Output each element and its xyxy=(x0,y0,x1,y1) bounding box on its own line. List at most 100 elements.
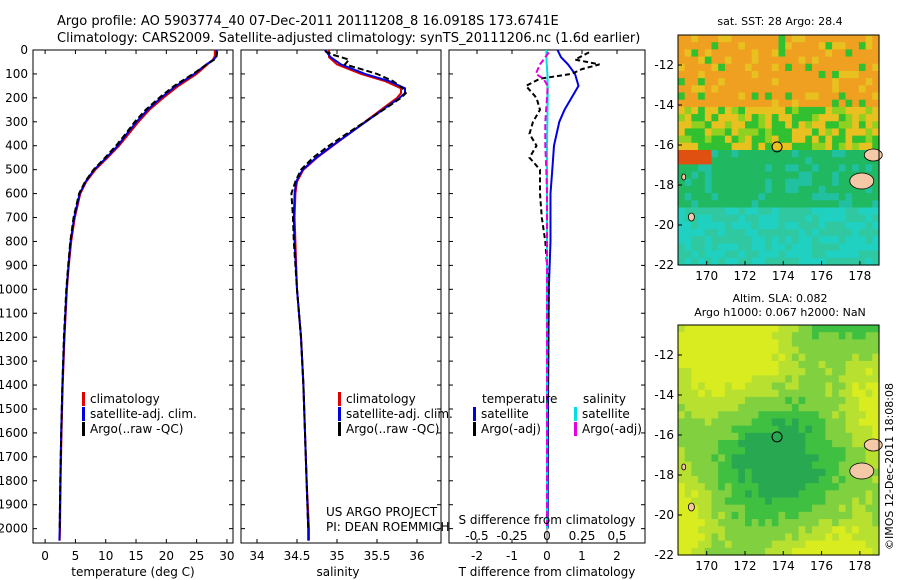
header-line-2: Climatology: CARS2009. Satellite-adjuste… xyxy=(57,31,640,46)
heatmap-cell xyxy=(718,461,726,470)
heatmap-cell xyxy=(778,135,786,144)
heatmap-cell xyxy=(684,221,692,230)
heatmap-cell xyxy=(812,236,820,245)
heatmap-cell xyxy=(791,56,800,65)
heatmap-cell xyxy=(872,35,880,43)
heatmap-cell xyxy=(778,454,786,463)
heatmap-cell xyxy=(758,519,766,527)
heatmap-cell xyxy=(838,185,847,194)
heatmap-cell xyxy=(845,346,853,355)
salinity-xlabel: salinity xyxy=(316,565,359,579)
heatmap-cell xyxy=(818,490,826,499)
heatmap-cell xyxy=(832,106,840,115)
heatmap-cell xyxy=(724,49,733,58)
heatmap-cell xyxy=(704,418,713,427)
heatmap-cell xyxy=(805,85,813,94)
heatmap-cell xyxy=(751,353,759,362)
heatmap-cell xyxy=(718,164,726,173)
heatmap-cell xyxy=(738,200,746,209)
heatmap-cell xyxy=(738,468,746,477)
heatmap-cell xyxy=(758,229,766,237)
heatmap-cell xyxy=(771,236,780,245)
heatmap-cell xyxy=(785,526,793,535)
heatmap-cell xyxy=(758,85,766,94)
heatmap-cell xyxy=(852,389,860,398)
heatmap-cell xyxy=(678,396,686,405)
heatmap-cell xyxy=(791,432,800,441)
heatmap-cell xyxy=(798,214,806,223)
heatmap-cell xyxy=(724,229,733,237)
heatmap-cell xyxy=(704,540,713,549)
heatmap-cell xyxy=(731,339,739,348)
heatmap-cell xyxy=(785,42,793,50)
heatmap-cell xyxy=(704,511,713,520)
heatmap-cell xyxy=(805,353,813,362)
heatmap-cell xyxy=(684,432,692,441)
heatmap-cell xyxy=(785,533,793,542)
heatmap-cell xyxy=(798,92,806,101)
heatmap-cell xyxy=(758,504,766,513)
heatmap-cell xyxy=(785,49,793,58)
heatmap-cell xyxy=(771,114,780,122)
heatmap-cell xyxy=(724,78,733,86)
depth-tick-label: 1700 xyxy=(0,450,28,464)
heatmap-cell xyxy=(785,135,793,144)
heatmap-cell xyxy=(751,461,759,470)
heatmap-cell xyxy=(818,519,826,527)
heatmap-cell xyxy=(832,382,840,391)
project-annotation: US ARGO PROJECT xyxy=(326,505,438,519)
heatmap-cell xyxy=(805,49,813,58)
heatmap-cell xyxy=(751,497,759,506)
heatmap-cell xyxy=(678,325,686,333)
heatmap-cell xyxy=(791,475,800,484)
heatmap-cell xyxy=(825,56,833,65)
heatmap-cell xyxy=(724,200,733,209)
heatmap-cell xyxy=(865,519,873,527)
heatmap-cell xyxy=(724,382,733,391)
heatmap-cell xyxy=(691,243,699,252)
legend-s-satellite: satellite xyxy=(582,407,630,421)
heatmap-cell xyxy=(691,325,699,333)
heatmap-cell xyxy=(818,411,826,420)
heatmap-cell xyxy=(724,511,733,520)
depth-tick-label: 700 xyxy=(5,211,28,225)
heatmap-cell xyxy=(738,229,746,237)
heatmap-cell xyxy=(838,236,847,245)
heatmap-cell xyxy=(698,99,706,108)
heatmap-cell xyxy=(765,193,773,201)
heatmap-cell xyxy=(691,214,699,223)
heatmap-cell xyxy=(691,121,699,130)
heatmap-cell xyxy=(718,128,726,137)
depth-tick-label: 900 xyxy=(5,258,28,272)
heatmap-cell xyxy=(825,526,833,535)
heatmap-cell xyxy=(832,200,840,209)
heatmap-cell xyxy=(765,483,773,491)
heatmap-cell xyxy=(812,360,820,369)
heatmap-cell xyxy=(751,440,759,448)
heatmap-cell xyxy=(791,70,800,79)
heatmap-cell xyxy=(758,92,766,101)
heatmap-cell xyxy=(698,243,706,252)
heatmap-cell xyxy=(684,99,692,108)
heatmap-cell xyxy=(691,229,699,237)
heatmap-cell xyxy=(818,49,826,58)
heatmap-cell xyxy=(731,547,739,556)
heatmap-cell xyxy=(698,193,706,201)
heatmap-cell xyxy=(858,221,867,230)
heatmap-cell xyxy=(852,353,860,362)
heatmap-cell xyxy=(698,135,706,144)
heatmap-cell xyxy=(698,339,706,348)
heatmap-cell xyxy=(785,346,793,355)
heatmap-cell xyxy=(812,511,820,520)
heatmap-cell xyxy=(698,229,706,237)
heatmap-cell xyxy=(684,519,692,527)
heatmap-cell xyxy=(785,504,793,513)
heatmap-cell xyxy=(711,533,719,542)
heatmap-cell xyxy=(751,56,759,65)
heatmap-cell xyxy=(678,229,686,237)
heatmap-cell xyxy=(691,504,699,513)
heatmap-cell xyxy=(852,440,860,448)
heatmap-cell xyxy=(704,257,713,266)
heatmap-cell xyxy=(711,461,719,470)
heatmap-cell xyxy=(865,504,873,513)
